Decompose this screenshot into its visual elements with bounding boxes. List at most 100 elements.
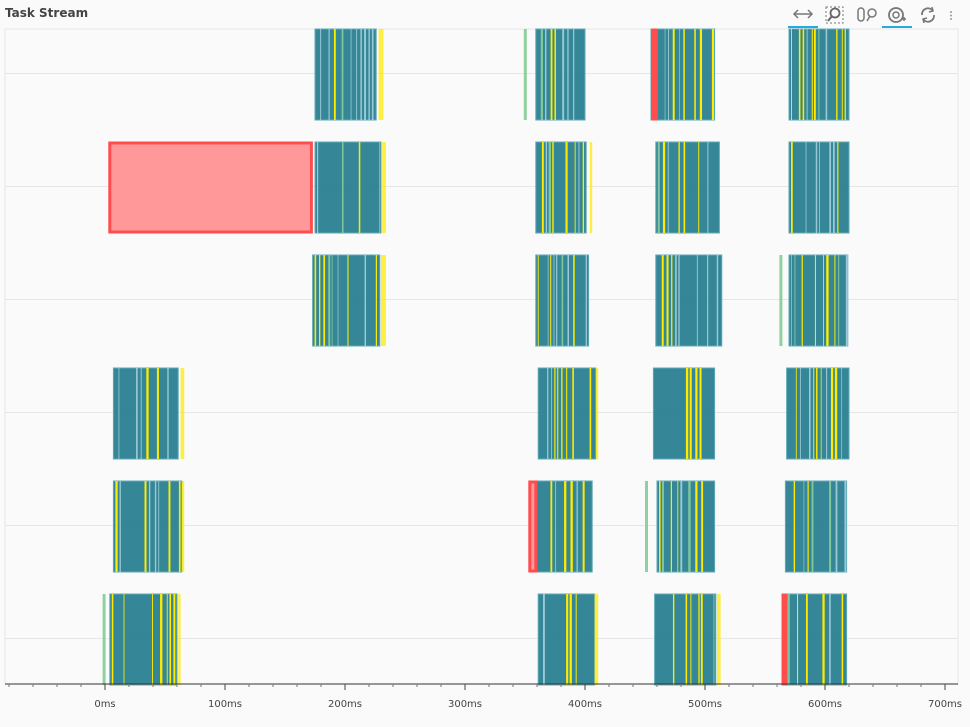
transfer-stripe xyxy=(836,29,838,120)
deserialize-stripe xyxy=(331,255,333,346)
task-stripe xyxy=(803,481,805,572)
task-group[interactable] xyxy=(656,480,716,573)
plot-area xyxy=(4,28,959,685)
task-stripe xyxy=(551,368,553,459)
task-group[interactable] xyxy=(654,593,717,686)
deserialize-stripe xyxy=(555,481,557,572)
deserialize-stripe xyxy=(829,481,832,572)
task-stripe xyxy=(328,29,330,120)
transfer-task[interactable] xyxy=(181,481,185,572)
transfer-stripe xyxy=(574,142,576,233)
task-stripe xyxy=(800,368,801,459)
task-group[interactable] xyxy=(788,141,850,234)
transfer-task[interactable] xyxy=(589,142,593,233)
task-group[interactable] xyxy=(652,367,716,460)
task-group[interactable] xyxy=(535,28,586,121)
task-group[interactable] xyxy=(314,28,377,121)
task-group[interactable] xyxy=(312,254,381,347)
error-task[interactable] xyxy=(528,480,538,573)
error-task[interactable] xyxy=(108,141,313,234)
transfer-stripe xyxy=(701,481,704,572)
transfer-task[interactable] xyxy=(717,594,721,685)
transfer-stripe xyxy=(333,29,336,120)
deserialize-task[interactable] xyxy=(645,481,648,572)
task-group[interactable] xyxy=(534,480,593,573)
task-stripe xyxy=(167,368,169,459)
task-stripe xyxy=(808,368,811,459)
task-group[interactable] xyxy=(655,141,720,234)
transfer-stripe xyxy=(550,481,553,572)
transfer-stripe xyxy=(173,594,176,685)
task-stripe xyxy=(791,255,792,346)
task-group[interactable] xyxy=(109,593,178,686)
transfer-stripe xyxy=(711,29,715,120)
task-group[interactable] xyxy=(788,254,849,347)
task-stripe xyxy=(547,255,549,346)
error-task[interactable] xyxy=(651,28,658,121)
task-stripe xyxy=(826,368,828,459)
transfer-task[interactable] xyxy=(178,594,181,685)
task-group[interactable] xyxy=(535,141,587,234)
transfer-stripe xyxy=(115,481,118,572)
transfer-stripe xyxy=(700,594,703,685)
deserialize-task[interactable] xyxy=(102,594,106,685)
transfer-stripe xyxy=(550,29,553,120)
transfer-stripe xyxy=(552,142,554,233)
transfer-stripe xyxy=(554,29,556,120)
transfer-stripe xyxy=(358,142,361,233)
task-group[interactable] xyxy=(112,480,183,573)
task-stripe xyxy=(567,29,569,120)
deserialize-stripe xyxy=(818,29,820,120)
task-stripe xyxy=(118,368,120,459)
transfer-task[interactable] xyxy=(594,594,599,685)
task-stripe xyxy=(832,142,835,233)
reset-tool[interactable] xyxy=(852,2,882,28)
transfer-stripe xyxy=(695,368,698,459)
deserialize-task[interactable] xyxy=(779,255,783,346)
transfer-stripe xyxy=(169,594,172,685)
transfer-stripe xyxy=(314,255,317,346)
transfer-stripe xyxy=(347,255,349,346)
transfer-task[interactable] xyxy=(381,255,386,346)
transfer-stripe xyxy=(569,594,572,685)
task-stripe xyxy=(844,481,847,572)
transfer-stripe xyxy=(661,255,664,346)
x-tick-label: 500ms xyxy=(688,699,722,710)
task-stripe xyxy=(664,29,666,120)
more-menu[interactable] xyxy=(944,2,956,28)
task-stripe xyxy=(573,29,575,120)
task-group[interactable] xyxy=(786,367,850,460)
task-stripe xyxy=(805,142,807,233)
task-stripe xyxy=(337,255,339,346)
wheel-zoom-tool[interactable] xyxy=(882,2,912,28)
deserialize-task[interactable] xyxy=(523,29,527,120)
task-group[interactable] xyxy=(784,593,848,686)
transfer-task[interactable] xyxy=(180,368,185,459)
transfer-stripe xyxy=(823,255,824,346)
x-tick-label: 700ms xyxy=(928,699,962,710)
task-group[interactable] xyxy=(650,28,716,121)
box-zoom-tool[interactable] xyxy=(820,2,850,28)
wheel-zoom-tool-icon xyxy=(888,7,906,23)
transfer-stripe xyxy=(683,29,685,120)
task-stripe xyxy=(819,142,820,233)
error-task[interactable] xyxy=(781,593,788,686)
transfer-stripe xyxy=(570,481,573,572)
xpan-tool[interactable] xyxy=(788,2,818,28)
transfer-stripe xyxy=(699,368,702,459)
task-stripe xyxy=(562,29,565,120)
transfer-stripe xyxy=(160,594,163,685)
refresh-tool[interactable] xyxy=(914,2,944,28)
task-group[interactable] xyxy=(655,254,723,347)
transfer-task[interactable] xyxy=(595,368,599,459)
xpan-tool-icon xyxy=(792,9,814,19)
transfer-stripe xyxy=(791,142,793,233)
transfer-task[interactable] xyxy=(382,142,386,233)
transfer-task[interactable] xyxy=(378,29,384,120)
deserialize-stripe xyxy=(661,481,664,572)
task-group[interactable] xyxy=(314,141,382,234)
transfer-stripe xyxy=(834,368,838,459)
refresh-icon xyxy=(921,6,935,24)
transfer-stripe xyxy=(152,594,153,685)
